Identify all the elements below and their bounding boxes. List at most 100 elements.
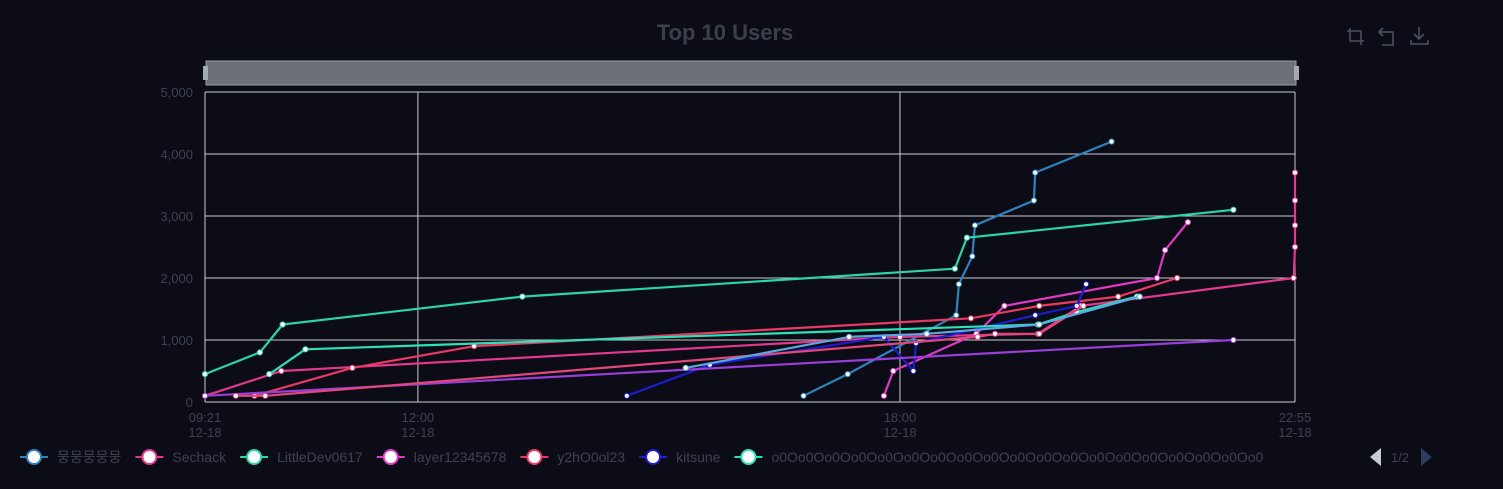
- data-point[interactable]: [201, 392, 209, 399]
- legend-marker: [26, 449, 42, 465]
- legend-label: y2hO0ol23: [557, 449, 625, 465]
- data-point[interactable]: [1230, 336, 1237, 344]
- series-line: [235, 304, 1085, 397]
- legend-next-icon[interactable]: [1421, 448, 1432, 466]
- data-point[interactable]: [963, 234, 971, 241]
- data-point[interactable]: [800, 392, 807, 399]
- data-point[interactable]: [844, 371, 851, 378]
- legend-item[interactable]: Sechack: [135, 449, 227, 465]
- data-point[interactable]: [1080, 302, 1087, 309]
- data-point[interactable]: [1291, 197, 1299, 204]
- data-point[interactable]: [1073, 302, 1080, 309]
- data-point[interactable]: [623, 392, 630, 399]
- data-point[interactable]: [923, 330, 930, 337]
- data-point[interactable]: [1291, 222, 1299, 229]
- legend-item[interactable]: 뭉뭉뭉뭉뭉: [20, 449, 122, 465]
- legend-item[interactable]: layer12345678: [376, 449, 507, 465]
- series-4: [251, 274, 1181, 399]
- legend-pager: 1/2: [1370, 448, 1432, 466]
- data-point[interactable]: [302, 346, 309, 353]
- series-0: [800, 138, 1115, 399]
- data-point[interactable]: [845, 333, 853, 340]
- legend-prev-icon[interactable]: [1370, 448, 1381, 466]
- legend-label: layer12345678: [414, 449, 507, 465]
- legend-marker: [382, 449, 399, 465]
- data-point[interactable]: [1001, 302, 1008, 309]
- data-point[interactable]: [279, 321, 286, 328]
- data-point[interactable]: [1036, 321, 1043, 328]
- data-point[interactable]: [278, 367, 285, 375]
- data-point[interactable]: [1036, 330, 1043, 337]
- data-point[interactable]: [1290, 274, 1297, 282]
- y-tick-label: 2,000: [160, 271, 193, 286]
- legend-item[interactable]: LittleDev0617: [240, 449, 363, 465]
- x-tick-time: 12:00: [402, 410, 435, 425]
- data-point[interactable]: [1230, 206, 1237, 213]
- data-point[interactable]: [880, 392, 888, 399]
- data-point[interactable]: [1032, 169, 1039, 176]
- data-point[interactable]: [951, 265, 958, 272]
- data-point[interactable]: [1184, 219, 1191, 226]
- series-line: [204, 172, 1297, 397]
- legend-item[interactable]: kitsune: [639, 449, 721, 465]
- data-point[interactable]: [955, 281, 962, 288]
- data-point[interactable]: [266, 371, 273, 378]
- legend-marker: [740, 449, 757, 465]
- data-point[interactable]: [1174, 274, 1181, 282]
- data-point[interactable]: [967, 315, 975, 322]
- data-point[interactable]: [256, 349, 264, 356]
- legend: 뭉뭉뭉뭉뭉 Sechack LittleDev0617 layer12345678 y2…: [20, 449, 1264, 465]
- data-point[interactable]: [1083, 281, 1090, 288]
- data-point[interactable]: [1032, 312, 1039, 319]
- zoom-select-icon[interactable]: [1347, 28, 1364, 45]
- y-tick-label: 5,000: [160, 85, 193, 100]
- series-9: [682, 293, 1143, 371]
- y-tick-label: 4,000: [160, 147, 193, 162]
- legend-marker: [645, 449, 662, 465]
- data-point[interactable]: [1291, 243, 1299, 251]
- legend-label: LittleDev0617: [277, 449, 363, 465]
- zoom-handle-right[interactable]: [1294, 66, 1299, 80]
- legend-page-indicator: 1/2: [1391, 450, 1409, 465]
- data-point[interactable]: [991, 330, 999, 337]
- x-tick-date: 12-18: [883, 425, 916, 440]
- data-point[interactable]: [1036, 302, 1043, 309]
- data-point[interactable]: [1291, 169, 1299, 176]
- data-point[interactable]: [349, 364, 356, 371]
- data-point[interactable]: [1162, 247, 1169, 254]
- download-icon[interactable]: [1410, 27, 1429, 45]
- zoom-handle-left[interactable]: [203, 66, 208, 80]
- legend-label: Sechack: [172, 449, 227, 465]
- series-line: [254, 276, 1178, 397]
- data-point[interactable]: [910, 367, 917, 375]
- data-point[interactable]: [1115, 293, 1122, 300]
- x-tick-date: 12-18: [188, 425, 221, 440]
- data-point[interactable]: [682, 364, 689, 371]
- data-point[interactable]: [974, 333, 981, 340]
- data-point[interactable]: [890, 367, 897, 375]
- legend-item[interactable]: y2hO0ol23: [520, 449, 625, 465]
- x-tick-date: 12-18: [1278, 425, 1311, 440]
- series-layer: [201, 138, 1299, 399]
- x-tick-time: 09:21: [189, 410, 222, 425]
- data-point[interactable]: [1136, 293, 1143, 300]
- data-point[interactable]: [201, 371, 209, 378]
- series-1: [201, 169, 1299, 399]
- data-zoom-slider[interactable]: [203, 60, 1299, 86]
- data-point[interactable]: [519, 293, 526, 300]
- data-point[interactable]: [953, 312, 960, 319]
- data-point[interactable]: [1108, 138, 1115, 145]
- data-point[interactable]: [969, 253, 976, 260]
- legend-marker: [246, 449, 263, 465]
- data-point[interactable]: [262, 392, 269, 399]
- legend-item[interactable]: o0Oo0Oo0Oo0Oo0Oo0Oo0Oo0Oo0Oo0Oo0Oo0Oo0Oo…: [734, 449, 1264, 465]
- series-2: [201, 206, 1237, 378]
- legend-marker: [526, 449, 543, 465]
- zoom-reset-icon[interactable]: [1377, 27, 1394, 46]
- data-point[interactable]: [971, 222, 979, 229]
- data-point[interactable]: [232, 392, 239, 399]
- data-point[interactable]: [1030, 197, 1037, 204]
- data-point[interactable]: [1153, 274, 1161, 282]
- axis-labels: 01,0002,0003,0004,0005,00009:2112-1812:0…: [160, 85, 1311, 440]
